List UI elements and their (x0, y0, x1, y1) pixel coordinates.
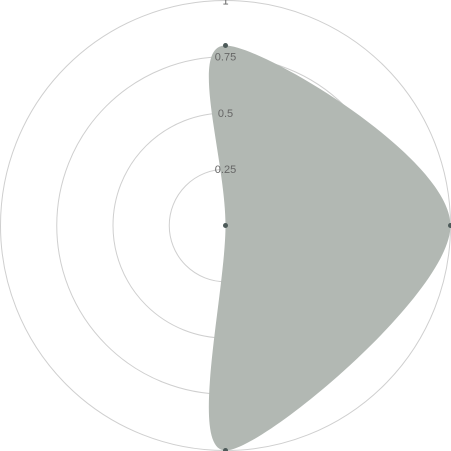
radial-tick-label: 1 (222, 0, 228, 7)
series-area (208, 45, 451, 451)
data-point-1[interactable] (223, 223, 228, 228)
radial-tick-labels: 0.25 0.5 0.75 1 (215, 0, 236, 176)
radial-tick-label: 0.5 (218, 108, 233, 120)
data-point-2[interactable] (223, 448, 228, 451)
radial-tick-label: 0.25 (215, 164, 236, 176)
series-layer (208, 43, 451, 451)
data-point-0[interactable] (223, 43, 228, 48)
data-point-3[interactable] (448, 223, 451, 228)
radial-tick-label: 0.75 (215, 52, 236, 64)
